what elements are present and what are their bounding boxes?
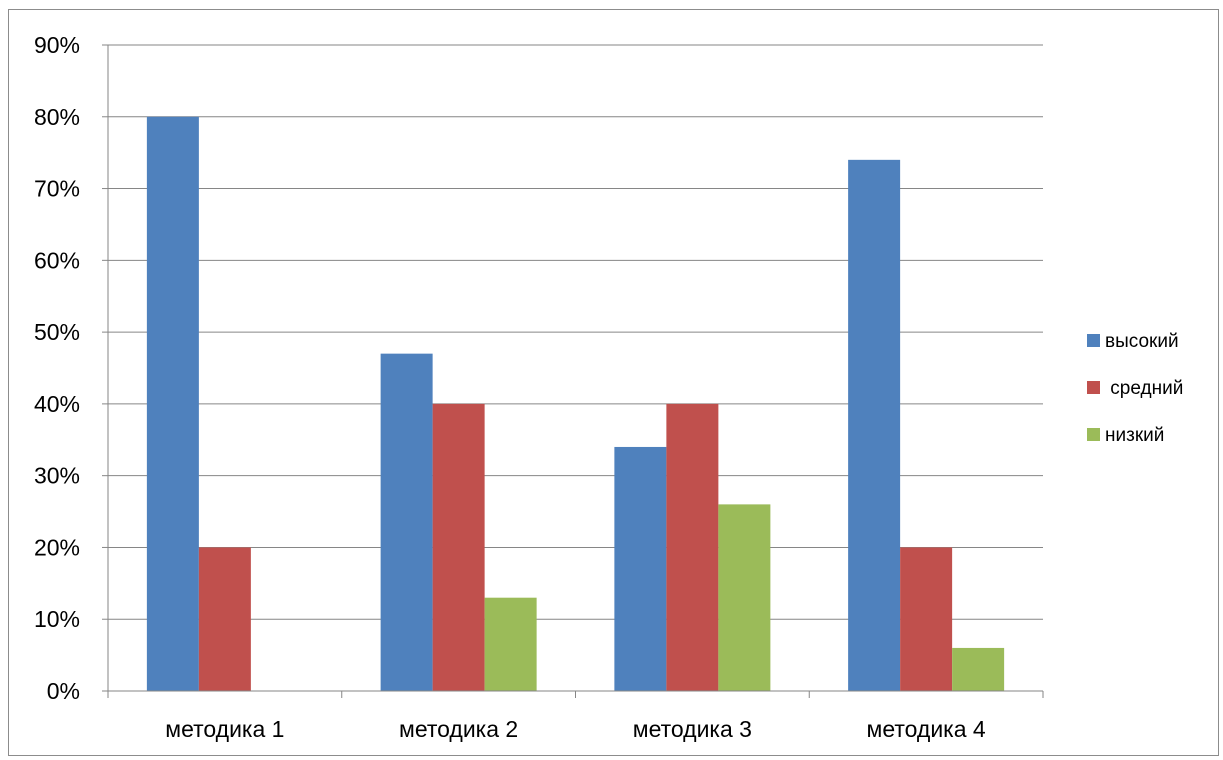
bar-3-2 (484, 597, 537, 691)
grid-layer (108, 44, 1043, 620)
y-tick-label: 50% (34, 319, 80, 345)
bar-1-3 (614, 446, 667, 691)
y-tick-label: 30% (34, 463, 80, 489)
x-tick-label: методика 1 (165, 716, 284, 742)
y-tick-label: 60% (34, 247, 80, 273)
y-tick-label: 80% (34, 104, 80, 130)
y-tick-label: 0% (47, 678, 80, 704)
bar-2-3 (666, 403, 719, 691)
legend-swatch (1087, 428, 1100, 441)
bar-2-1 (198, 547, 251, 691)
legend-swatch (1087, 334, 1100, 347)
bar-1-4 (848, 159, 901, 691)
legend-label: средний (1105, 378, 1183, 399)
legend-label: высокий (1105, 331, 1179, 352)
y-tick-label: 10% (34, 606, 80, 632)
legend: высокий средний низкий (1087, 331, 1183, 446)
y-tick-label: 70% (34, 176, 80, 202)
bar-1-2 (380, 353, 433, 691)
axis-layer: 0% 10% 20% 30% 40% 50% 60% 70% 80% 90% методика 1 м… (34, 32, 1044, 742)
x-tick-label: методика 2 (399, 716, 518, 742)
bar-1-1 (146, 116, 199, 692)
y-tick-label: 40% (34, 391, 80, 417)
bar-3-3 (718, 504, 771, 691)
bar-3-4 (952, 647, 1005, 691)
bar-2-2 (432, 403, 485, 691)
bars-layer (146, 116, 1005, 692)
y-tick-label: 90% (34, 32, 80, 58)
y-tick-label: 20% (34, 534, 80, 560)
x-tick-label: методика 4 (867, 716, 986, 742)
legend-swatch (1087, 381, 1100, 394)
legend-label: низкий (1105, 425, 1164, 446)
x-tick-label: методика 3 (633, 716, 752, 742)
bar-2-4 (900, 547, 953, 691)
